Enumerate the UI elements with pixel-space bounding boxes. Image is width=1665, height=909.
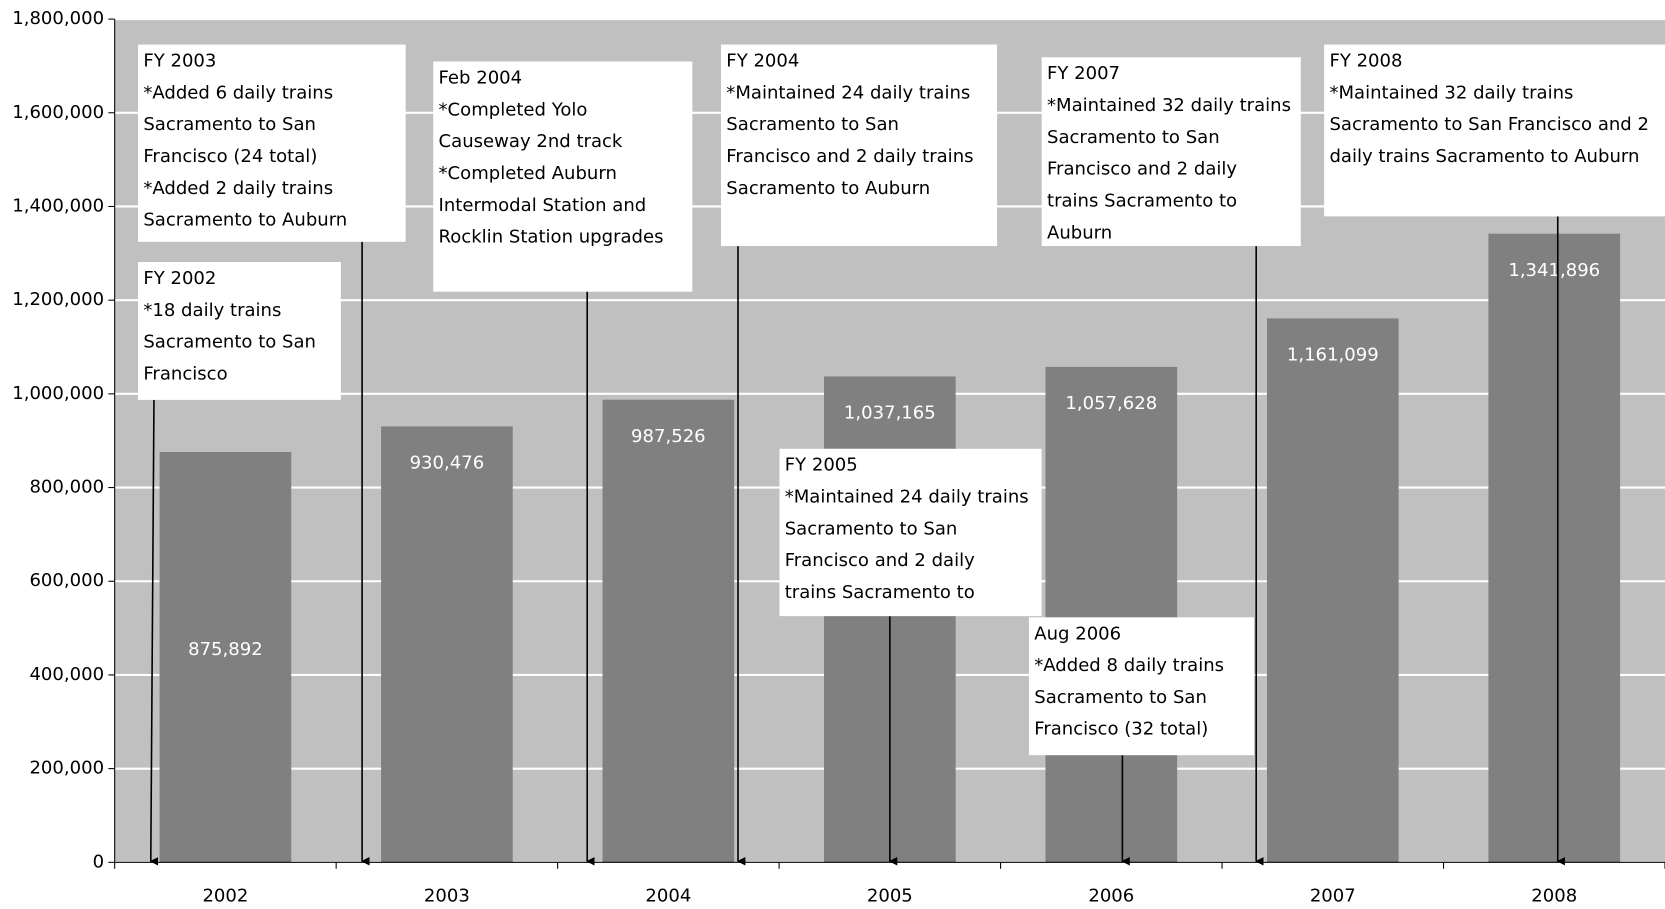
x-tick-label: 2002 <box>202 885 248 906</box>
bar <box>1488 233 1621 863</box>
annotation-text: *Maintained 24 daily trains <box>726 82 970 103</box>
annotation-box <box>779 448 1042 617</box>
bar <box>602 399 735 863</box>
annotation-text: Sacramento to San <box>726 114 899 135</box>
annotation-text: *Maintained 32 daily trains <box>1047 95 1291 116</box>
annotation-text: FY 2005 <box>785 455 858 476</box>
y-tick-label: 1,800,000 <box>12 8 104 29</box>
annotation-text: Sacramento to San <box>1034 687 1207 708</box>
annotation-text: *Maintained 32 daily trains <box>1329 82 1573 103</box>
y-tick-label: 1,000,000 <box>12 383 104 404</box>
annotation-text: Sacramento to San <box>785 518 958 539</box>
annotation: Feb 2004 *Completed Yolo Causeway 2nd trac… <box>433 61 693 292</box>
annotation-text: Francisco and 2 daily <box>785 550 975 571</box>
x-tick-label: 2004 <box>645 885 691 906</box>
annotation-text: trains Sacramento to <box>1047 191 1237 212</box>
annotation-text: Rocklin Station upgrades <box>439 227 664 248</box>
annotation-text: Intermodal Station and <box>439 195 647 216</box>
bar <box>159 452 292 863</box>
y-tick-label: 1,400,000 <box>12 195 104 216</box>
annotation-text: Causeway 2nd track <box>439 131 623 152</box>
bar <box>1045 366 1178 863</box>
y-tick-label: 1,200,000 <box>12 289 104 310</box>
annotation-text: *Maintained 24 daily trains <box>785 486 1029 507</box>
annotation-text: Francisco (24 total) <box>143 146 317 167</box>
annotation-text: Sacramento to Auburn <box>143 210 347 231</box>
x-tick-label: 2005 <box>867 885 913 906</box>
annotation-box <box>1324 44 1665 217</box>
annotation-text: Sacramento to San <box>143 332 316 353</box>
annotation-text: Auburn <box>1047 222 1112 243</box>
annotation-text: FY 2004 <box>726 51 799 72</box>
annotation: FY 2005 *Maintained 24 daily trains Sacram… <box>779 448 1042 617</box>
annotation-text: Sacramento to Auburn <box>726 178 930 199</box>
annotation: FY 2002 *18 daily trains Sacramento to San… <box>138 261 341 400</box>
annotation-text: Francisco (32 total) <box>1034 719 1208 740</box>
annotation-text: FY 2008 <box>1329 51 1402 72</box>
annotation-text: *Completed Yolo <box>439 99 588 120</box>
annotation-text: Sacramento to San <box>143 114 316 135</box>
annotation-box <box>433 61 693 292</box>
annotation: Aug 2006 *Added 8 daily trains Sacramento … <box>1028 617 1255 756</box>
annotation: FY 2003 *Added 6 daily trains Sacramento t… <box>138 44 406 242</box>
annotation-box <box>1041 57 1301 247</box>
annotation-text: *Completed Auburn <box>439 163 617 184</box>
value-label: 875,892 <box>188 639 263 660</box>
y-tick-label: 200,000 <box>29 758 104 779</box>
y-tick-label: 1,600,000 <box>12 102 104 123</box>
bar <box>1266 318 1399 863</box>
annotation-box <box>138 44 406 242</box>
annotation-box <box>138 261 341 400</box>
y-tick-label: 600,000 <box>29 570 104 591</box>
annotation-text: Francisco <box>143 363 227 384</box>
value-label: 1,057,628 <box>1065 393 1157 414</box>
annotation-arrow <box>149 399 159 866</box>
y-tick-label: 400,000 <box>29 664 104 685</box>
annotation-text: daily trains Sacramento to Auburn <box>1329 146 1639 167</box>
y-tick-label: 0 <box>93 851 104 872</box>
value-label: 1,161,099 <box>1287 345 1379 366</box>
annotation-text: Francisco and 2 daily trains <box>726 146 973 167</box>
value-label: 987,526 <box>631 426 706 447</box>
annotation-text: FY 2003 <box>143 51 216 72</box>
annotation-text: *Added 8 daily trains <box>1034 655 1224 676</box>
bar <box>381 426 513 863</box>
value-label: 1,341,896 <box>1508 260 1600 281</box>
x-tick-label: 2006 <box>1088 885 1134 906</box>
annotation: FY 2007 *Maintained 32 daily trains Sacram… <box>1041 57 1301 247</box>
annotation-text: *Added 2 daily trains <box>143 178 333 199</box>
annotation-text: Francisco and 2 daily <box>1047 159 1237 180</box>
annotation-text: Aug 2006 <box>1034 623 1121 644</box>
annotation-text: trains Sacramento to <box>785 582 975 603</box>
annotation-box <box>721 44 998 247</box>
annotation-text: Sacramento to San <box>1047 127 1220 148</box>
annotation-box <box>1028 617 1255 756</box>
annotation-text: FY 2002 <box>143 268 216 289</box>
x-tick-label: 2007 <box>1310 885 1356 906</box>
value-label: 1,037,165 <box>844 403 936 424</box>
annotation-text: *18 daily trains <box>143 300 281 321</box>
annotation-text: *Added 6 daily trains <box>143 82 333 103</box>
x-tick-label: 2003 <box>424 885 470 906</box>
value-label: 930,476 <box>410 453 485 474</box>
x-tick-label: 2008 <box>1531 885 1577 906</box>
annotation-text: Feb 2004 <box>439 67 523 88</box>
annotation-text: FY 2007 <box>1047 63 1120 84</box>
annotation-text: Sacramento to San Francisco and 2 <box>1329 114 1649 135</box>
y-tick-label: 800,000 <box>29 477 104 498</box>
annotation: FY 2008 *Maintained 32 daily trains Sacram… <box>1324 44 1665 217</box>
annotation: FY 2004 *Maintained 24 daily trains Sacram… <box>721 44 998 247</box>
